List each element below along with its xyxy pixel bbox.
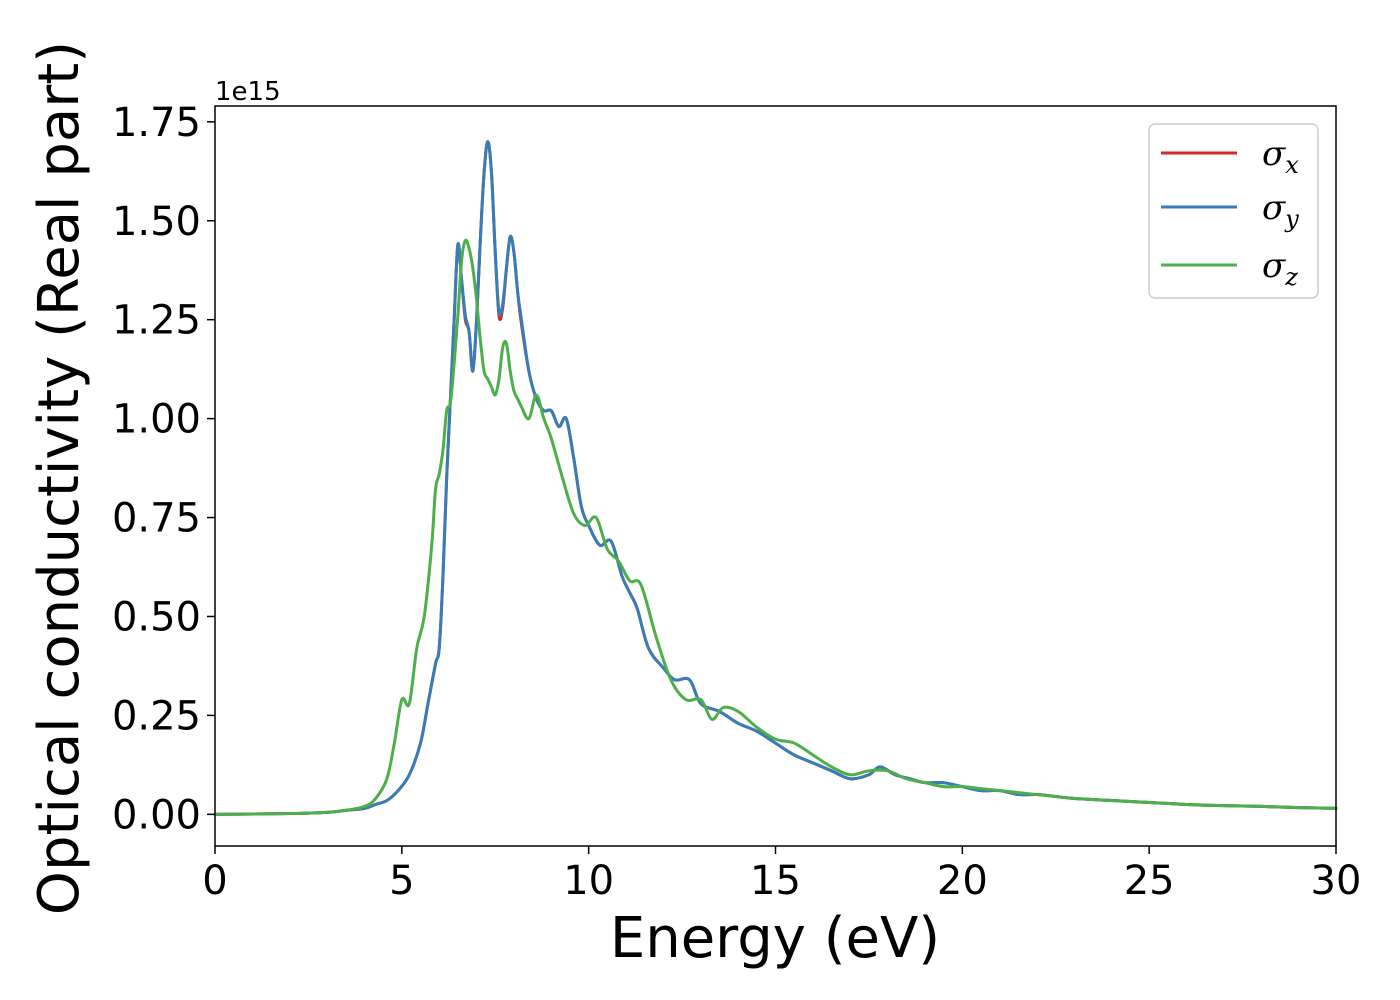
axis-ticks: 0 5 10 15 20 25 30 0.00 0.25 0.50 0.75 1.00 1.25 1.50… [112,100,1362,904]
legend-label-1: σx [1262,134,1299,179]
y-tick-label: 1.50 [112,199,201,245]
series-line-3 [213,238,1338,816]
y-offset-label: 1e15 [215,77,281,107]
x-tick-label: 0 [202,858,227,904]
legend-box [1148,123,1319,299]
x-tick-label: 20 [937,858,988,904]
y-tick-label: 0.75 [112,496,201,542]
x-axis-label: Energy (eV) [610,906,940,971]
legend-label-2: σy [1262,188,1299,233]
y-tick-label: 1.00 [112,397,201,443]
y-tick-label: 1.75 [112,100,201,146]
series-line-2 [213,140,1338,816]
legend: σx σy σz [1148,123,1319,299]
x-tick-label: 25 [1124,858,1175,904]
y-tick-label: 0.25 [112,693,201,739]
x-tick-label: 10 [563,858,614,904]
y-tick-label: 1.25 [112,298,201,344]
y-tick-label: 0.00 [112,792,201,838]
y-axis-label: Optical conductivity (Real part) [27,41,92,915]
x-tick-label: 30 [1311,858,1362,904]
x-tick-label: 5 [389,858,414,904]
y-tick-label: 0.50 [112,594,201,640]
plot-area [213,140,1338,816]
x-tick-label: 15 [750,858,801,904]
legend-label-3: σz [1262,246,1298,291]
